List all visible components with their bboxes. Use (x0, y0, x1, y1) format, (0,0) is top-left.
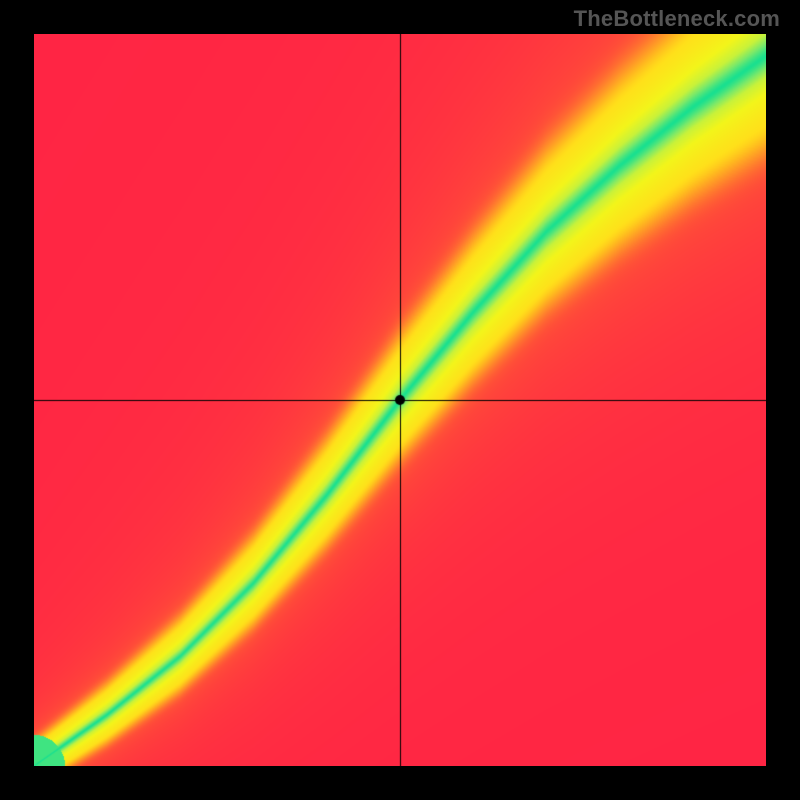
watermark-text: TheBottleneck.com (574, 6, 780, 32)
page-root: TheBottleneck.com (0, 0, 800, 800)
heatmap-plot (34, 34, 766, 766)
heatmap-canvas (34, 34, 766, 766)
